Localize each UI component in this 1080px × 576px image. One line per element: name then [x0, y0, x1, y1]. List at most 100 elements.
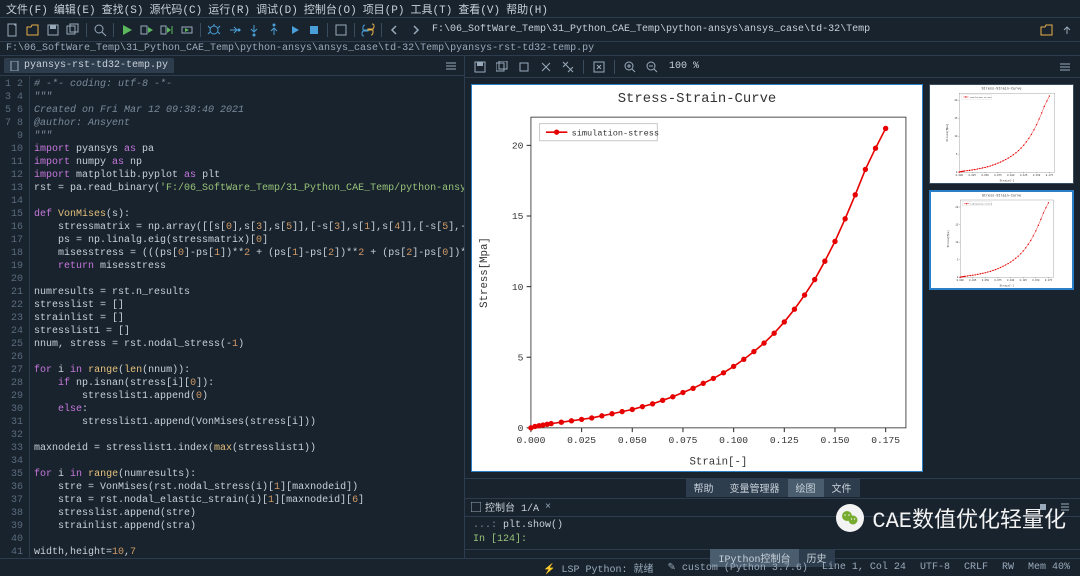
copy-plot-icon[interactable]: [515, 58, 533, 76]
new-file-icon[interactable]: [4, 21, 22, 39]
close-plot-icon[interactable]: [537, 58, 555, 76]
debug-continue-icon[interactable]: [285, 21, 303, 39]
plot-thumbnail-1[interactable]: 0.000 0.025 0.050 0.075 0.100 0.125 0.150 0.175…: [929, 84, 1074, 184]
tab-help[interactable]: 帮助: [686, 479, 722, 497]
plot-toolbar: 100 %: [465, 56, 1080, 78]
debug-into-icon[interactable]: [245, 21, 263, 39]
svg-text:0.050: 0.050: [982, 279, 990, 282]
editor-tabbar: pyansys-rst-td32-temp.py: [0, 56, 464, 76]
toolbar: F:\06_SoftWare_Temp\31_Python_CAE_Temp\p…: [0, 18, 1080, 42]
svg-text:Stress-Strain-Curve: Stress-Strain-Curve: [618, 91, 777, 107]
menu-view[interactable]: 查看(V): [458, 1, 500, 17]
tab-files[interactable]: 文件: [824, 479, 860, 497]
menu-run[interactable]: 运行(R): [208, 1, 250, 17]
svg-text:0.150: 0.150: [1032, 279, 1040, 282]
svg-text:0.125: 0.125: [770, 435, 799, 446]
run-file-icon[interactable]: [118, 21, 136, 39]
save-icon[interactable]: [44, 21, 62, 39]
svg-text:0.075: 0.075: [994, 174, 1002, 177]
open-folder-icon[interactable]: [24, 21, 42, 39]
svg-text:0.175: 0.175: [1045, 279, 1053, 282]
svg-text:simulation-stress: simulation-stress: [970, 203, 992, 206]
debug-icon[interactable]: [205, 21, 223, 39]
svg-text:0.125: 0.125: [1020, 279, 1028, 282]
back-icon[interactable]: [386, 21, 404, 39]
save-all-icon[interactable]: [64, 21, 82, 39]
status-lsp: ⚡ LSP Python: 就绪: [543, 560, 653, 576]
svg-text:0.050: 0.050: [981, 174, 989, 177]
plot-menu-icon[interactable]: [1056, 58, 1074, 76]
save-all-plots-icon[interactable]: [493, 58, 511, 76]
svg-text:simulation-stress: simulation-stress: [572, 128, 659, 138]
svg-text:20: 20: [512, 141, 524, 152]
console-tabbar: 控制台 1/A ×: [465, 498, 1080, 516]
svg-text:0.075: 0.075: [994, 279, 1002, 282]
svg-text:0.150: 0.150: [1033, 174, 1041, 177]
menu-bar: 文件(F) 编辑(E) 查找(S) 源代码(C) 运行(R) 调试(D) 控制台…: [0, 0, 1080, 18]
console-icon: [471, 502, 481, 512]
forward-icon[interactable]: [406, 21, 424, 39]
svg-text:0.100: 0.100: [1007, 174, 1015, 177]
svg-text:0.075: 0.075: [669, 435, 698, 446]
svg-text:10: 10: [512, 282, 524, 293]
main-chart[interactable]: 0.0000.0250.0500.0750.1000.1250.1500.175…: [471, 84, 923, 472]
menu-console[interactable]: 控制台(O): [304, 1, 357, 17]
tab-plots[interactable]: 绘图: [788, 479, 824, 497]
menu-source[interactable]: 源代码(C): [149, 1, 202, 17]
svg-text:0.000: 0.000: [516, 435, 545, 446]
run-selection-icon[interactable]: [178, 21, 196, 39]
menu-help[interactable]: 帮助(H): [506, 1, 548, 17]
tab-variable[interactable]: 变量管理器: [722, 479, 788, 497]
console-menu-icon[interactable]: [1056, 498, 1074, 516]
stress-strain-chart: 0.0000.0250.0500.0750.1000.1250.1500.175…: [472, 85, 922, 471]
menu-tools[interactable]: 工具(T): [411, 1, 453, 17]
svg-text:Strain[-]: Strain[-]: [690, 456, 748, 468]
save-plot-icon[interactable]: [471, 58, 489, 76]
fit-plot-icon[interactable]: [590, 58, 608, 76]
zoom-out-icon[interactable]: [643, 58, 661, 76]
browse-folder-icon[interactable]: [1038, 21, 1056, 39]
console-output[interactable]: ...: plt.show()In [124]:: [465, 516, 1080, 549]
menu-file[interactable]: 文件(F): [6, 1, 48, 17]
menu-find[interactable]: 查找(S): [102, 1, 144, 17]
path-text: F:\06_SoftWare_Temp\31_Python_CAE_Temp\p…: [432, 24, 870, 35]
code-content[interactable]: # -*- coding: utf-8 -*- """ Created on F…: [30, 76, 464, 558]
svg-text:0.025: 0.025: [567, 435, 596, 446]
close-console-icon[interactable]: ×: [545, 502, 551, 513]
menu-edit[interactable]: 编辑(E): [54, 1, 96, 17]
path-bar: F:\06_SoftWare_Temp\31_Python_CAE_Temp\p…: [432, 24, 1036, 35]
menu-project[interactable]: 项目(P): [363, 1, 405, 17]
menu-debug[interactable]: 调试(D): [256, 1, 298, 17]
editor-menu-icon[interactable]: [442, 57, 460, 75]
svg-text:0.025: 0.025: [969, 279, 977, 282]
svg-text:0.100: 0.100: [719, 435, 748, 446]
svg-text:5: 5: [518, 352, 524, 363]
run-cell-next-icon[interactable]: [158, 21, 176, 39]
interrupt-icon[interactable]: [1034, 498, 1052, 516]
python-path-icon[interactable]: [359, 21, 377, 39]
plot-thumbnails: 0.000 0.025 0.050 0.075 0.100 0.125 0.150 0.175…: [929, 84, 1074, 472]
zoom-label: 100 %: [669, 61, 699, 72]
close-all-plots-icon[interactable]: [559, 58, 577, 76]
console-tab[interactable]: 控制台 1/A: [485, 499, 539, 515]
svg-text:Stress[Mpa]: Stress[Mpa]: [479, 237, 491, 308]
svg-text:Stress-Strain-Curve: Stress-Strain-Curve: [982, 193, 1021, 198]
plot-thumbnail-2[interactable]: 0.0000.0250.0500.0750.1000.1250.1500.175…: [929, 190, 1074, 290]
debug-step-icon[interactable]: [225, 21, 243, 39]
svg-text:simulation-stress: simulation-stress: [970, 96, 993, 99]
line-gutter: 1 2 3 4 5 6 7 8 9 10 11 12 13 14 15 16 1…: [0, 76, 30, 558]
status-interpreter[interactable]: ✎ custom (Python 3.7.6): [668, 562, 808, 574]
maximize-icon[interactable]: [332, 21, 350, 39]
editor-tab[interactable]: pyansys-rst-td32-temp.py: [4, 58, 174, 73]
search-icon[interactable]: [91, 21, 109, 39]
debug-out-icon[interactable]: [265, 21, 283, 39]
svg-text:0.125: 0.125: [1020, 174, 1028, 177]
debug-stop-icon[interactable]: [305, 21, 323, 39]
zoom-in-icon[interactable]: [621, 58, 639, 76]
svg-text:0.000: 0.000: [956, 174, 964, 177]
up-folder-icon[interactable]: [1058, 21, 1076, 39]
code-editor[interactable]: 1 2 3 4 5 6 7 8 9 10 11 12 13 14 15 16 1…: [0, 76, 464, 558]
svg-text:0.025: 0.025: [969, 174, 977, 177]
svg-text:0.175: 0.175: [1046, 174, 1054, 177]
run-cell-icon[interactable]: [138, 21, 156, 39]
